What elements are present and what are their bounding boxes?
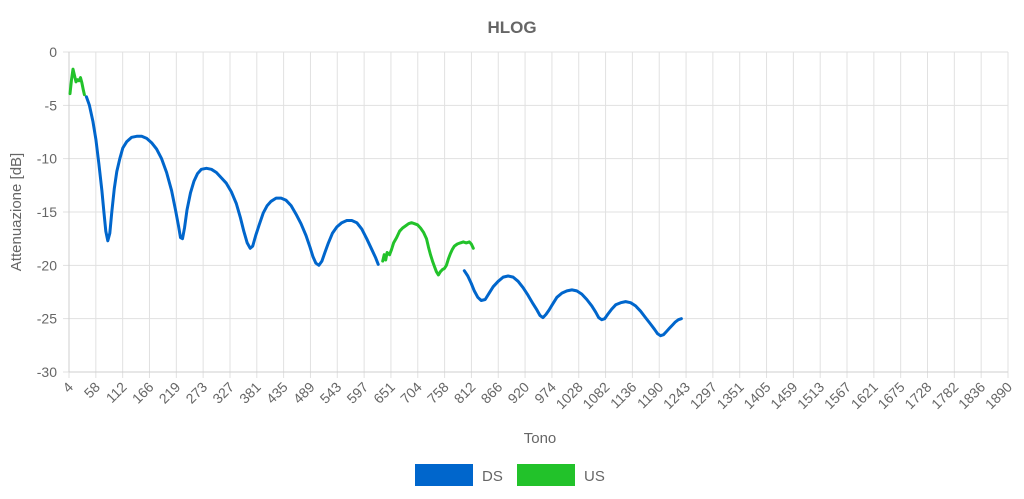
y-tick-label: -20: [37, 257, 57, 273]
x-tick-label: 273: [182, 379, 210, 407]
x-tick-label: 1243: [660, 379, 693, 412]
x-tick-label: 1028: [553, 379, 586, 412]
x-tick-label: 704: [397, 379, 425, 407]
x-tick-label: 1675: [874, 379, 907, 412]
legend-swatch-ds[interactable]: [415, 464, 473, 486]
grid-layer: [63, 51, 1009, 378]
x-axis-title: Tono: [524, 430, 557, 447]
x-tick-label: 1405: [740, 379, 773, 412]
x-tick-label: 489: [290, 379, 318, 407]
x-tick-label: 1136: [607, 379, 640, 412]
x-tick-label: 1728: [901, 379, 934, 412]
y-tick-label: -5: [45, 97, 58, 113]
x-tick-label: 435: [263, 379, 291, 407]
x-tick-label: 1513: [794, 379, 827, 412]
x-tick-label: 112: [103, 379, 130, 406]
x-tick-label: 812: [451, 379, 479, 407]
x-tick-label: 651: [370, 379, 398, 407]
legend-swatch-us[interactable]: [517, 464, 575, 486]
legend-label-us[interactable]: US: [584, 468, 605, 485]
y-tick-label: -30: [37, 364, 57, 380]
x-tick-label: 381: [236, 379, 264, 407]
legend: DS US: [415, 464, 605, 486]
x-tick-label: 866: [478, 379, 506, 407]
x-tick-label: 327: [209, 379, 237, 407]
x-tick-label: 1351: [713, 379, 746, 412]
x-tick-label: 597: [343, 379, 371, 407]
series-line-us: [381, 221, 475, 277]
x-tick-label: 543: [317, 379, 345, 407]
x-tick-label: 58: [81, 379, 103, 401]
y-axis-title: Attenuazione [dB]: [8, 153, 25, 271]
chart-title: HLOG: [487, 18, 536, 37]
x-tick-label: 1836: [955, 379, 988, 412]
series-line-ds: [84, 95, 380, 267]
x-tick-label: 1567: [821, 379, 854, 412]
x-tick-label: 1190: [634, 379, 667, 412]
series-layer: [68, 67, 683, 338]
x-tick-label: 1782: [928, 379, 961, 412]
x-tick-label: 1297: [687, 379, 720, 412]
y-tick-label: -15: [37, 204, 57, 220]
y-tick-label: -10: [37, 151, 57, 167]
x-tick-label: 1082: [579, 379, 612, 412]
x-tick-label: 920: [504, 379, 532, 407]
y-tick-label: 0: [49, 44, 57, 60]
x-tick-label: 1890: [982, 379, 1015, 412]
x-tick-label: 219: [156, 379, 184, 407]
x-tick-label: 758: [424, 379, 452, 407]
x-tick-label: 1621: [848, 379, 881, 412]
series-line-ds: [462, 269, 683, 338]
series-line-us: [68, 67, 86, 97]
legend-label-ds[interactable]: DS: [482, 468, 503, 485]
x-tick-label: 166: [129, 379, 157, 407]
y-tick-label: -25: [37, 311, 57, 327]
x-tick-label: 1459: [767, 379, 800, 412]
x-tick-label: 4: [59, 379, 76, 396]
